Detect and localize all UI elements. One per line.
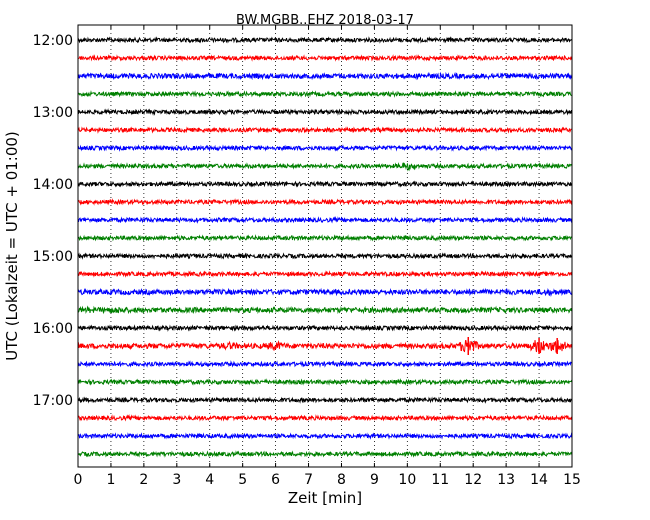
x-tick-label: 12 — [464, 472, 482, 488]
x-tick-label: 9 — [370, 472, 379, 488]
x-axis-ticks: 0 1 2 3 4 5 6 7 8 9 10 11 12 13 14 15 — [74, 25, 581, 488]
chart-title: BW.MGBB..EHZ 2018-03-17 — [236, 13, 414, 28]
x-tick-label: 0 — [74, 472, 83, 488]
trace-line — [77, 396, 573, 404]
trace-line — [77, 378, 573, 386]
trace-line — [77, 234, 573, 242]
trace-line — [77, 198, 573, 206]
trace-line — [77, 287, 573, 297]
trace-line — [77, 126, 573, 134]
x-tick-label: 4 — [205, 472, 214, 488]
x-tick-label: 1 — [106, 472, 115, 488]
trace-line — [77, 180, 573, 188]
trace-line — [77, 432, 573, 440]
y-tick-label: 15:00 — [33, 249, 73, 265]
trace-line — [77, 324, 573, 332]
x-tick-label: 5 — [238, 472, 247, 488]
x-tick-label: 10 — [398, 472, 416, 488]
x-tick-label: 11 — [431, 472, 449, 488]
x-tick-label: 7 — [304, 472, 313, 488]
trace-line — [77, 108, 573, 116]
trace-line — [77, 216, 573, 224]
x-tick-label: 13 — [497, 472, 515, 488]
y-tick-label: 13:00 — [33, 105, 73, 121]
x-tick-label: 14 — [530, 472, 548, 488]
trace-line — [77, 71, 573, 81]
x-axis-label: Zeit [min] — [288, 489, 362, 507]
trace-line — [77, 339, 573, 354]
trace-line — [77, 270, 573, 278]
trace-group — [77, 36, 573, 458]
y-tick-label: 17:00 — [33, 393, 73, 409]
trace-line — [77, 252, 573, 260]
grid-lines — [110, 25, 540, 467]
y-tick-label: 16:00 — [33, 321, 73, 337]
x-tick-label: 8 — [337, 472, 346, 488]
trace-line — [77, 450, 573, 458]
y-tick-label: 12:00 — [33, 33, 73, 49]
y-axis-ticks: 12:00 13:00 14:00 15:00 16:00 17:00 — [33, 33, 572, 409]
trace-line — [77, 36, 573, 44]
trace-line — [77, 54, 573, 62]
trace-line — [77, 414, 573, 422]
x-tick-label: 2 — [139, 472, 148, 488]
y-axis-label: UTC (Lokalzeit = UTC + 01:00) — [3, 131, 21, 361]
x-tick-label: 6 — [271, 472, 280, 488]
trace-line — [77, 305, 573, 315]
x-tick-label: 3 — [172, 472, 181, 488]
trace-line — [77, 90, 573, 98]
y-tick-label: 14:00 — [33, 177, 73, 193]
trace-line — [77, 360, 573, 368]
trace-line — [77, 162, 573, 172]
plot-frame — [77, 24, 573, 468]
trace-line — [77, 144, 573, 152]
x-tick-label: 15 — [563, 472, 581, 488]
